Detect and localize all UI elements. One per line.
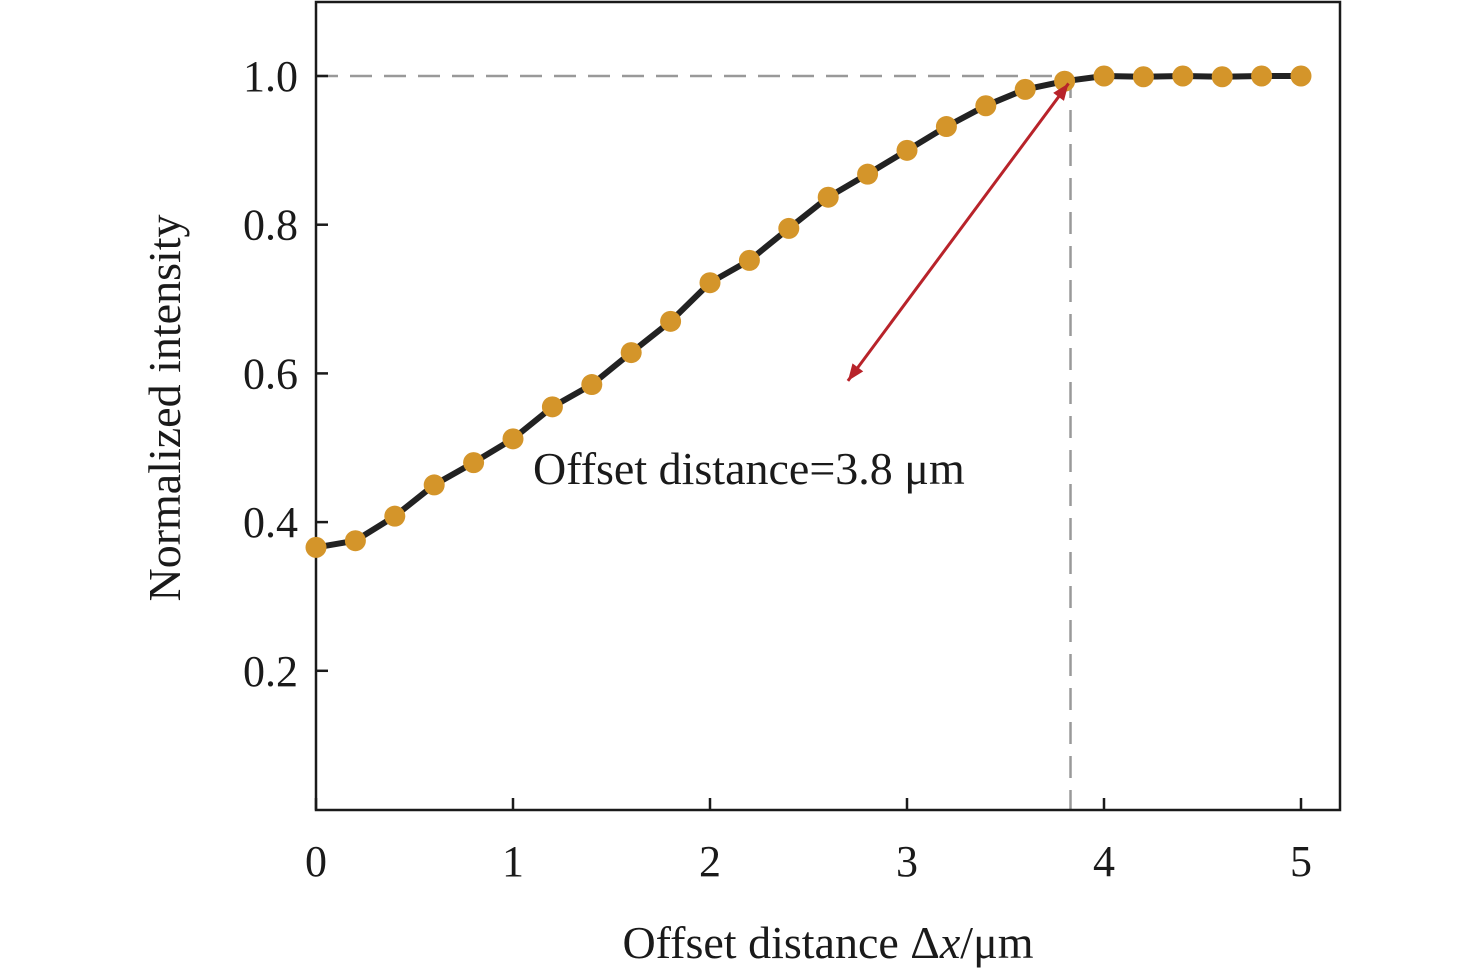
annotation-text: Offset distance=3.8 μm <box>533 443 965 494</box>
reference-lines <box>316 74 1072 810</box>
data-point <box>541 396 563 418</box>
data-point <box>778 217 800 239</box>
x-tick-label: 5 <box>1290 837 1312 886</box>
data-point <box>738 249 760 271</box>
data-point <box>581 374 603 396</box>
data-point <box>620 342 642 364</box>
data-point <box>975 95 997 117</box>
data-point <box>1251 65 1273 87</box>
data-point <box>1211 66 1233 88</box>
annotation-arrow-shaft <box>846 82 1070 382</box>
data-point <box>344 530 366 552</box>
axis-ticks: 0 1 2 3 4 5 0.2 0.4 0.6 0.8 1.0 <box>243 52 1312 886</box>
data-point <box>1093 65 1115 87</box>
x-axis-title-unit: /μm <box>960 917 1033 968</box>
data-point <box>305 536 327 558</box>
annotation-arrow-head-start <box>1053 83 1069 101</box>
y-axis-title: Normalized intensity <box>139 214 190 601</box>
y-tick-label: 0.8 <box>243 201 298 250</box>
data-point <box>1054 70 1076 92</box>
data-point <box>660 310 682 332</box>
data-point <box>817 186 839 208</box>
plot-frame <box>314 0 1342 812</box>
x-tick-label: 2 <box>699 837 721 886</box>
y-tick-label: 1.0 <box>243 52 298 101</box>
data-point <box>935 116 957 138</box>
data-point <box>1132 66 1154 88</box>
data-point <box>896 139 918 161</box>
y-tick-label: 0.6 <box>243 349 298 398</box>
data-point <box>423 474 445 496</box>
x-axis-title-prefix: Offset distance Δ <box>622 917 939 968</box>
data-point <box>699 272 721 294</box>
data-point <box>384 505 406 527</box>
y-tick-label: 0.4 <box>243 498 298 547</box>
series-layer <box>305 65 1312 558</box>
data-point <box>857 163 879 185</box>
x-tick-label: 1 <box>502 837 524 886</box>
x-axis-title: Offset distance Δx/μm <box>622 917 1033 968</box>
data-point <box>1172 65 1194 87</box>
annotation-arrow-head-end <box>847 363 864 381</box>
data-point <box>502 428 524 450</box>
x-axis-title-variable: x <box>939 917 961 968</box>
y-tick-label: 0.2 <box>243 647 298 696</box>
data-point <box>1014 78 1036 100</box>
data-point <box>1290 65 1312 87</box>
x-tick-label: 3 <box>896 837 918 886</box>
x-tick-label: 0 <box>305 837 327 886</box>
x-tick-label: 4 <box>1093 837 1115 886</box>
annotation-arrow-layer <box>846 82 1070 382</box>
data-point <box>463 452 485 474</box>
